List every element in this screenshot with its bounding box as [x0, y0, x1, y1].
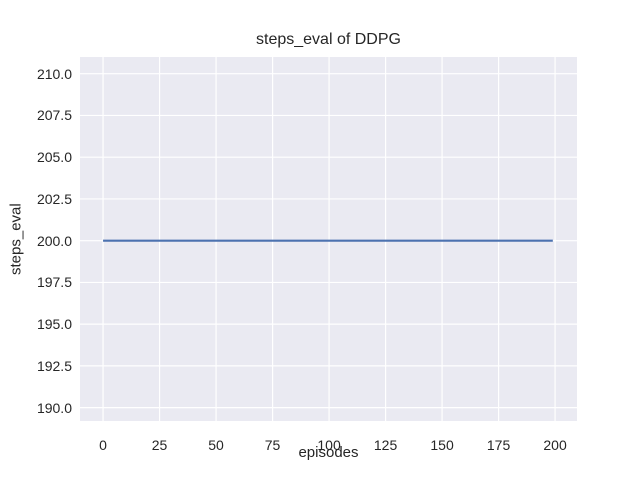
plot-area [80, 57, 577, 421]
x-tick-label: 175 [486, 437, 511, 453]
x-tick-label: 150 [430, 437, 454, 453]
y-tick-label: 210.0 [36, 65, 72, 82]
chart-title: steps_eval of DDPG [256, 31, 401, 48]
plot-canvas [80, 57, 577, 421]
x-tick-label: 0 [99, 437, 107, 453]
y-tick-label: 207.5 [36, 107, 72, 124]
x-tick-label: 25 [151, 437, 168, 453]
y-tick-label: 200.0 [36, 232, 72, 249]
y-tick-label: 190.0 [36, 399, 72, 416]
y-tick-label: 195.0 [36, 316, 72, 333]
x-tick-label: 125 [373, 437, 398, 453]
y-tick-label: 192.5 [36, 357, 72, 374]
y-tick-label: 205.0 [36, 149, 72, 166]
x-tick-label: 50 [208, 437, 224, 453]
y-tick-label: 197.5 [36, 274, 72, 291]
x-axis-label: episodes [298, 444, 359, 461]
x-tick-label: 100 [317, 437, 341, 453]
y-tick-label: 202.5 [36, 190, 72, 207]
x-tick-label: 75 [264, 437, 281, 453]
x-tick-label: 200 [543, 437, 567, 453]
